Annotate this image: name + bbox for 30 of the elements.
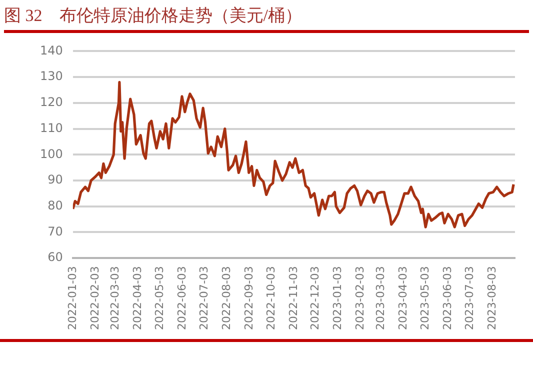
chart-title: 图 32 布伦特原油价格走势（美元/桶） <box>4 4 529 33</box>
x-tick-label: 2022-07-03 <box>197 266 210 330</box>
x-tick-label: 2022-04-03 <box>131 266 144 330</box>
x-tick-label: 2022-02-03 <box>88 266 102 330</box>
x-tick-label: 2022-08-03 <box>220 266 233 330</box>
y-tick-label: 140 <box>40 43 63 58</box>
y-tick-label: 120 <box>40 95 63 110</box>
x-tick-label: 2022-11-03 <box>286 266 300 330</box>
x-tick-label: 2022-06-03 <box>176 266 189 330</box>
x-tick-label: 2022-01-03 <box>66 266 79 330</box>
y-tick-label: 80 <box>48 198 63 212</box>
x-tick-label: 2023-06-03 <box>440 266 454 330</box>
x-tick-label: 2023-03-03 <box>374 266 388 330</box>
y-tick-label: 100 <box>40 146 63 161</box>
x-tick-label: 2023-07-03 <box>462 266 476 330</box>
y-tick-label: 110 <box>40 120 63 135</box>
x-tick-label: 2022-05-03 <box>153 266 166 330</box>
y-tick-label: 70 <box>48 224 63 238</box>
x-tick-label: 2022-09-03 <box>242 266 256 330</box>
x-tick-label: 2023-04-03 <box>396 266 410 330</box>
x-tick-label: 2023-05-03 <box>418 266 432 330</box>
y-tick-label: 130 <box>40 69 63 84</box>
x-tick-label: 2023-02-03 <box>354 266 367 330</box>
y-tick-label: 60 <box>48 250 63 264</box>
x-tick-label: 2023-01-03 <box>331 266 344 330</box>
y-tick-label: 90 <box>48 172 63 187</box>
x-tick-label: 2022-10-03 <box>264 266 278 330</box>
x-tick-label: 2022-03-03 <box>108 266 122 330</box>
x-tick-label: 2023-08-03 <box>485 266 498 330</box>
x-tick-label: 2022-12-03 <box>308 266 322 330</box>
